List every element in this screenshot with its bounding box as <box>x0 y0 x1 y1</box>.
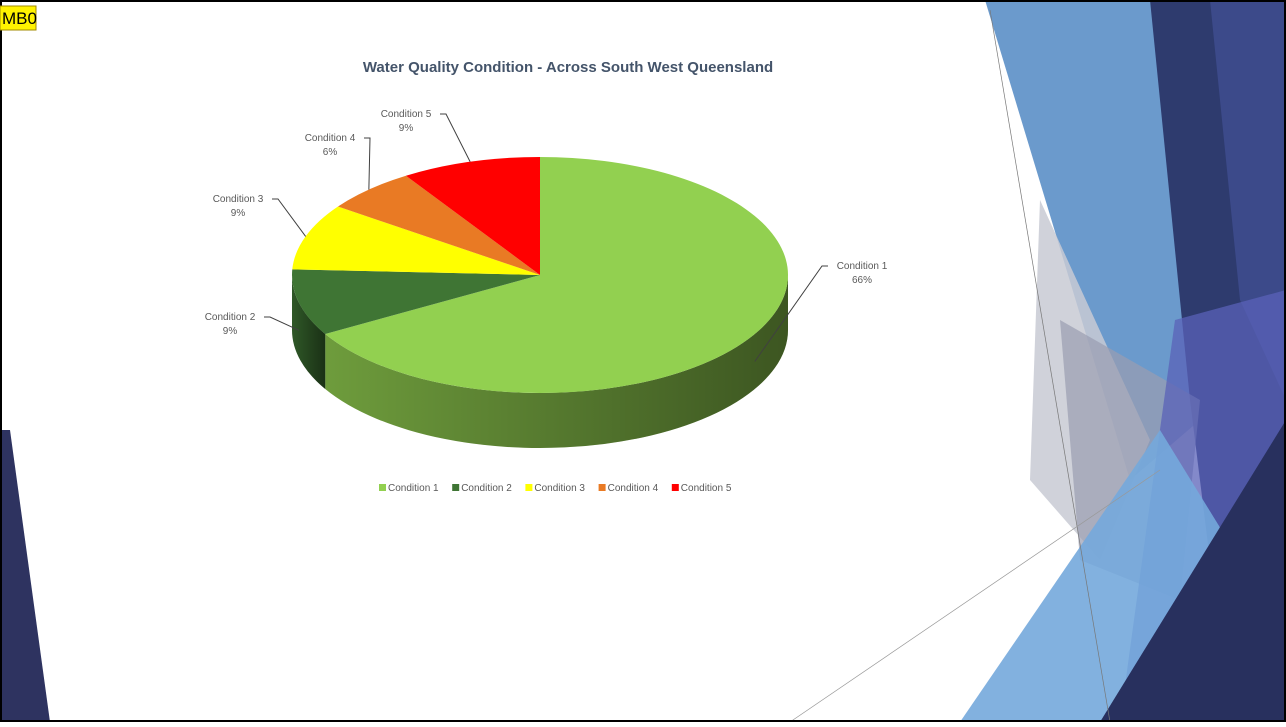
pie-slice <box>337 175 540 275</box>
legend-label: Condition 1 <box>388 483 439 494</box>
side-shading <box>292 275 326 389</box>
data-label-value: 66% <box>852 275 872 286</box>
data-labels: Condition 1 66% Condition 2 9% Condition 3 9%… <box>205 109 888 362</box>
legend-label: Condition 3 <box>534 483 585 494</box>
leader-line <box>364 137 371 190</box>
legend-label: Condition 5 <box>681 483 732 494</box>
side-shading <box>325 275 788 448</box>
comment-marker-box <box>0 5 37 31</box>
legend: Condition 1 Condition 2 Condition 3 Conditi… <box>379 483 732 494</box>
data-label-name: Condition 4 <box>305 133 356 144</box>
pie-slice <box>405 157 540 275</box>
legend-swatch <box>598 484 606 491</box>
comment-marker: MB0 <box>2 9 37 28</box>
data-label-name: Condition 5 <box>381 109 432 120</box>
data-label-name: Condition 3 <box>213 194 264 205</box>
data-label-value: 9% <box>223 326 238 337</box>
data-label-name: Condition 2 <box>205 312 256 323</box>
pie <box>292 157 789 448</box>
leader-line <box>440 113 471 163</box>
legend-label: Condition 2 <box>461 483 512 494</box>
chart-title: Water Quality Condition - Across South W… <box>363 59 773 76</box>
pie-slice <box>292 206 540 275</box>
legend-swatch <box>525 484 533 491</box>
legend-label: Condition 4 <box>608 483 659 494</box>
data-label-value: 9% <box>231 208 246 219</box>
data-label-value: 9% <box>399 123 414 134</box>
leader-line <box>754 265 828 362</box>
legend-swatch <box>452 484 460 491</box>
data-label-name: Condition 1 <box>837 261 888 272</box>
leader-line <box>272 198 307 237</box>
pie-slice <box>292 269 540 334</box>
legend-swatch <box>671 484 679 491</box>
leader-line <box>264 316 300 331</box>
pie-slice <box>325 157 789 393</box>
legend-swatch <box>379 484 386 491</box>
data-label-value: 6% <box>323 147 338 158</box>
